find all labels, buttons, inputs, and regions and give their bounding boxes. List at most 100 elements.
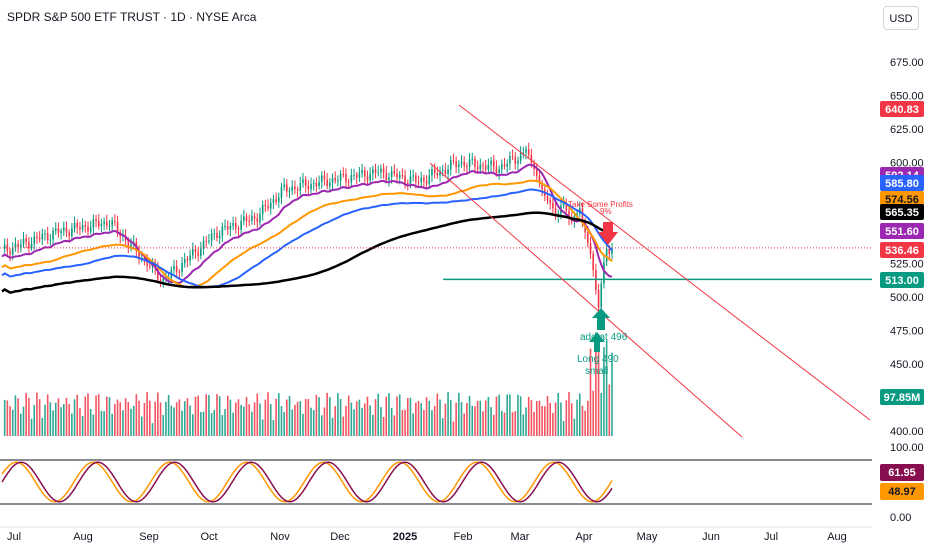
volume-bar [14,395,17,436]
volume-bar [81,415,84,436]
volume-bar [116,399,119,436]
volume-bar [269,404,272,436]
channel-lower-line [429,162,743,438]
volume-bar [312,410,315,436]
volume-bar [191,414,194,436]
candle-body [106,221,108,226]
volume-bar [291,409,294,436]
candle-body [511,156,514,158]
candle-body [248,220,251,222]
symbol-title: SPDR S&P 500 ETF TRUST · 1D · NYSE Arca [7,10,257,24]
volume-bar [525,407,527,436]
candle-body [65,227,68,233]
volume-bar [154,401,156,436]
volume-bar [159,402,162,436]
volume-bar [372,414,374,436]
price-tick-label: 475.00 [890,325,924,337]
volume-bar [568,392,570,436]
candle-body [186,259,189,261]
candle-body [458,164,460,168]
candle-body [355,174,358,178]
candle-body [433,168,436,173]
candle-body [224,226,226,228]
candle-body [267,206,269,209]
volume-bar [173,407,175,436]
candle-body [89,227,92,232]
volume-bar [476,400,479,436]
candle-body [191,248,194,256]
candle-body [423,177,425,182]
candle-body [404,175,406,184]
volume-bar [267,392,269,436]
candle-body [600,283,603,308]
candle-body [334,178,337,181]
volume-bar [522,414,525,436]
candle-body [388,177,390,181]
candle-body [256,218,259,223]
candle-body [138,250,140,259]
candle-body [103,221,105,224]
volume-bar [89,408,92,436]
volume-bar [213,410,216,436]
volume-bar [565,400,568,436]
candle-body [420,177,423,183]
oscillator-value-label: 48.97 [888,486,916,498]
volume-bar [20,413,22,436]
volume-bar [140,416,143,436]
price-badge [880,272,924,288]
volume-bar [358,399,361,436]
volume-bar [377,393,380,436]
volume-bar [264,399,267,436]
volume-bar [28,397,30,436]
volume-bar [374,399,377,436]
candle-body [52,230,54,240]
volume-bar [439,399,441,436]
price-badge [880,204,924,220]
candle-body [452,160,455,162]
volume-bar [189,405,191,436]
candle-body [6,244,9,251]
candle-body [568,210,570,219]
volume-bar [41,417,44,436]
volume-bar [455,402,457,436]
volume-bar [514,411,517,436]
candle-body [202,240,205,249]
candle-body [412,175,414,177]
candle-body [44,233,46,235]
price-tick-label: 650.00 [890,91,924,103]
volume-bar [608,384,611,436]
volume-bar [280,406,283,436]
candle-body [436,172,439,176]
candle-body [315,182,318,187]
volume-bar [562,421,565,436]
candle-body [81,225,84,230]
volume-bar [557,392,560,436]
volume-bar [299,401,302,436]
volume-bar [288,396,291,436]
candle-body [603,261,605,284]
candle-body [331,178,334,183]
volume-bar [401,410,404,436]
volume-bar [415,402,417,436]
candle-body [495,166,498,174]
volume-bar [178,399,181,436]
volume-bar [597,343,600,436]
volume-bar [366,396,369,436]
volume-bar [200,412,202,436]
price-tick-label: 525.00 [890,258,924,270]
volume-bar [600,392,603,436]
candle-body [318,182,320,187]
candle-body [175,266,178,272]
volume-bar [310,407,312,436]
volume-bar [79,408,81,436]
candle-body [417,181,420,183]
currency-button[interactable]: USD [883,6,919,30]
time-tick-label: Jun [702,531,720,543]
volume-bar [151,423,154,436]
price-tick-label: 675.00 [890,57,924,69]
price-badge-label: 640.83 [885,104,919,116]
volume-bar [498,394,500,436]
candle-body [320,175,323,183]
candle-body [71,228,73,237]
